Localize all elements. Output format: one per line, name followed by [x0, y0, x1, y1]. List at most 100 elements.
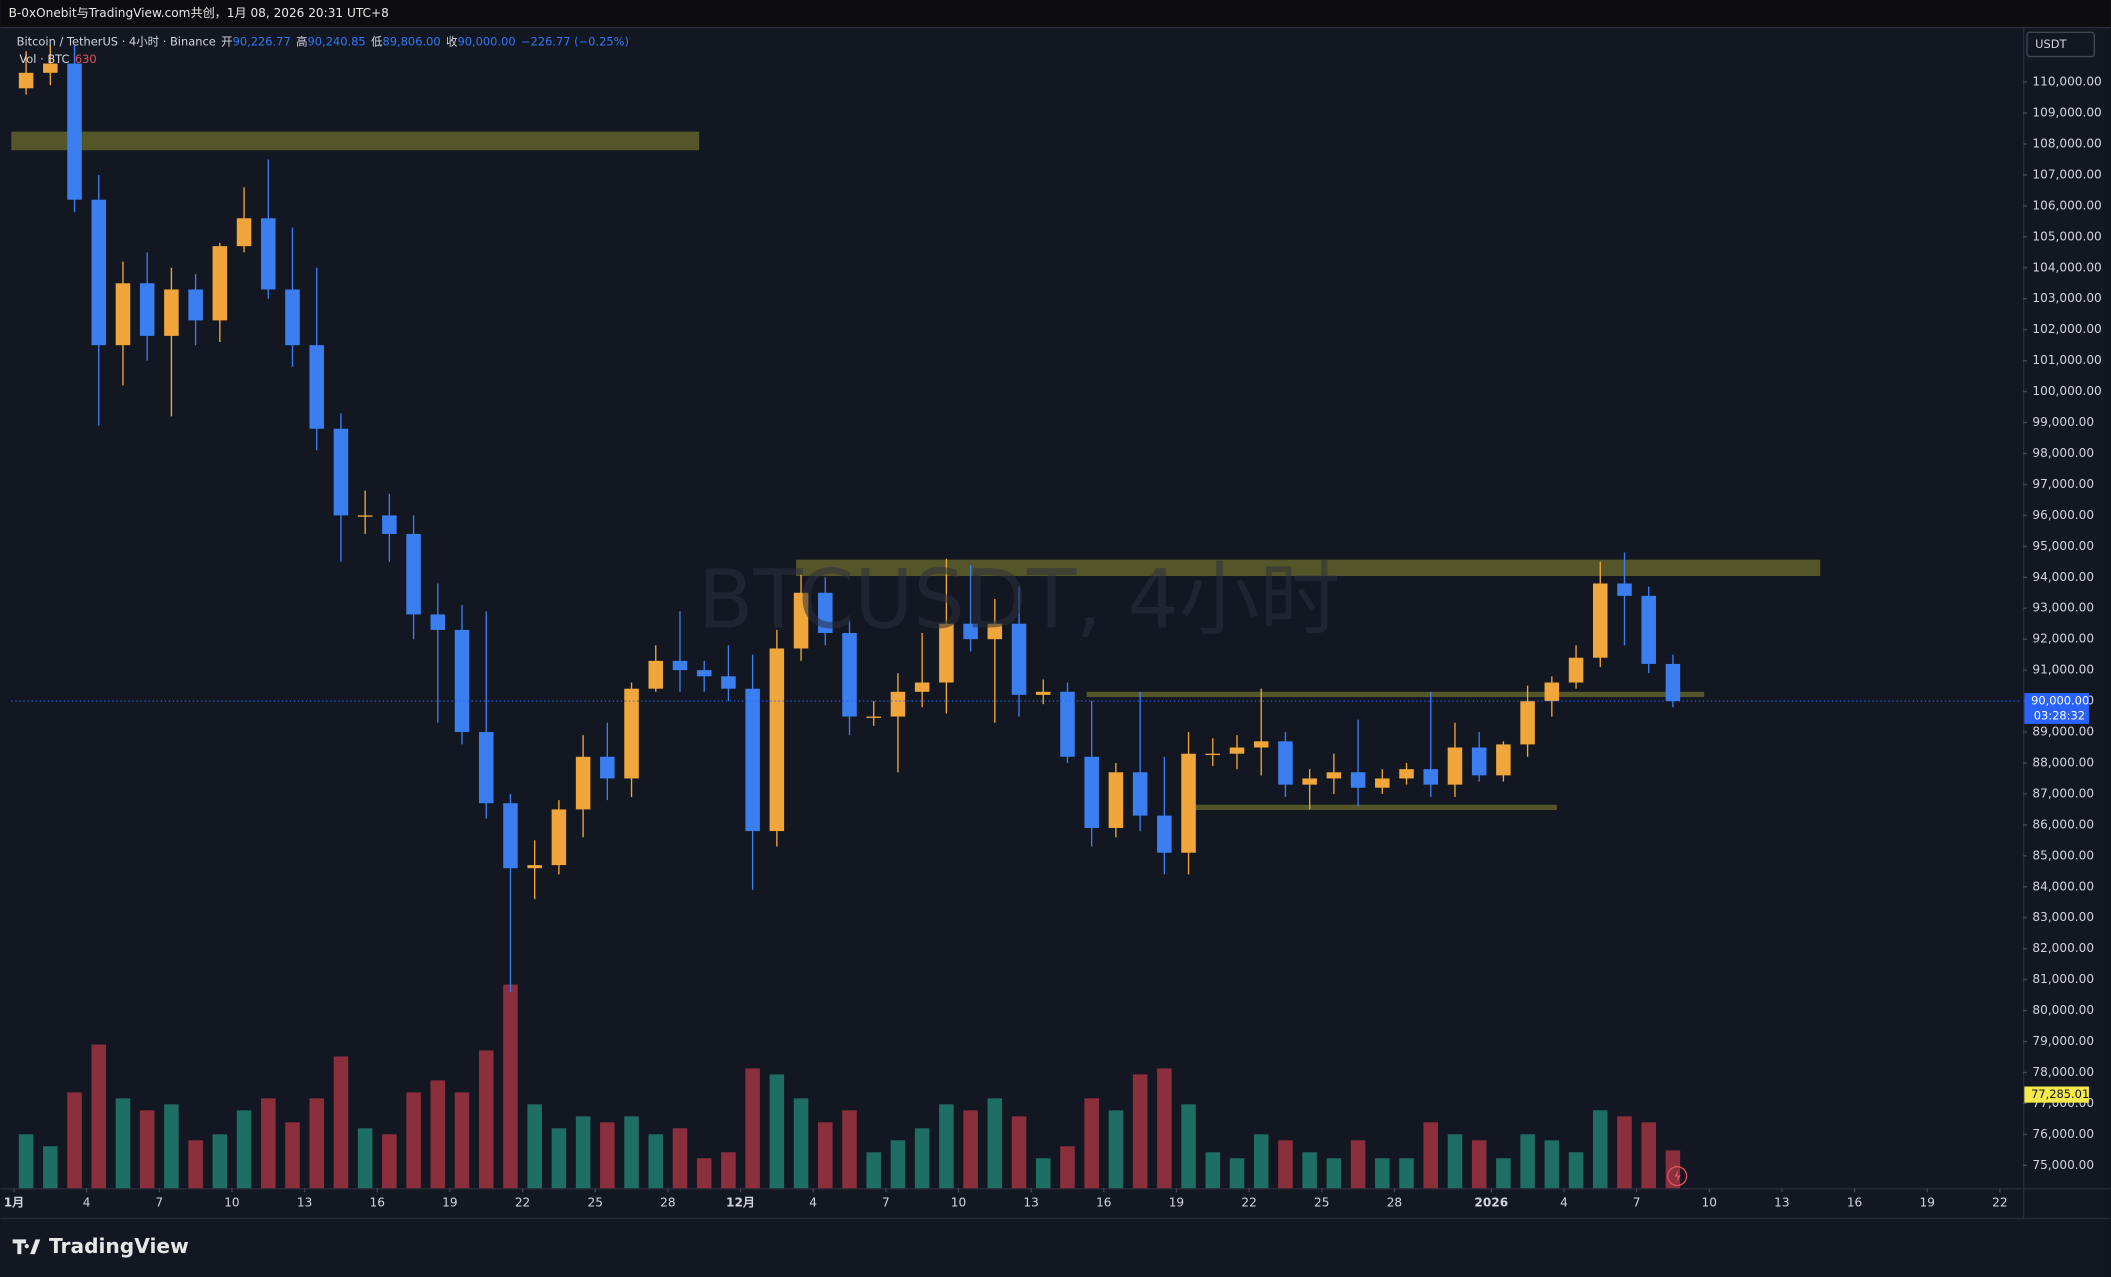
- candle-body: [1471, 747, 1487, 776]
- volume-bar: [1060, 1146, 1075, 1189]
- y-tick-label: 96,000.00: [2032, 508, 2094, 522]
- volume-bar: [91, 1044, 107, 1189]
- y-tick-label: 83,000.00: [2032, 910, 2094, 924]
- candle-body: [1665, 663, 1681, 702]
- x-tick-label: 4: [809, 1195, 817, 1209]
- candle-body: [648, 660, 664, 689]
- candle-body: [1035, 691, 1051, 695]
- axis-divider: [2023, 26, 2025, 1218]
- volume-bar: [382, 1134, 397, 1189]
- candle-body: [333, 428, 349, 516]
- volume-bar: [1302, 1152, 1317, 1189]
- axis-divider: [0, 1188, 2111, 1190]
- candle-body: [745, 688, 760, 832]
- volume-bar: [1593, 1110, 1608, 1189]
- volume-bar: [1496, 1158, 1511, 1189]
- zone: [796, 559, 1821, 577]
- candle-body: [1011, 623, 1027, 695]
- y-tick-label: 107,000.00: [2032, 167, 2101, 181]
- x-tick-label: 19: [442, 1195, 457, 1209]
- candle-body: [18, 72, 34, 89]
- volume-bar: [406, 1092, 421, 1189]
- brand: TradingView: [49, 1234, 189, 1258]
- label: 开: [221, 34, 232, 48]
- value: 90,226.77: [233, 34, 291, 48]
- legend: Bitcoin / TetherUS · 4小时 · Binance 开90,22…: [17, 34, 629, 48]
- volume-bar: [1253, 1134, 1269, 1189]
- y-tick-label: 88,000.00: [2032, 755, 2094, 769]
- candle-body: [285, 289, 300, 346]
- volume-bar: [1229, 1158, 1245, 1189]
- candle-body: [91, 199, 107, 346]
- divider: [0, 1217, 2111, 1220]
- candle-body: [575, 756, 591, 810]
- volume-bar: [1641, 1122, 1656, 1189]
- volume-bar: [1350, 1140, 1366, 1189]
- volume-bar: [818, 1122, 833, 1189]
- y-tick-label: 81,000.00: [2032, 972, 2094, 986]
- x-tick-label: 25: [588, 1195, 603, 1209]
- logo: [12, 1239, 41, 1255]
- candle-body: [818, 592, 833, 633]
- volume-bar: [1665, 1150, 1681, 1189]
- y-tick-label: 87,000.00: [2032, 786, 2094, 800]
- value: 90,000.00: [457, 34, 515, 48]
- currency[interactable]: USDT: [2035, 37, 2067, 51]
- volume-bar: [1399, 1158, 1414, 1189]
- y-tick-label: 110,000.00: [2032, 75, 2101, 89]
- y-tick-label: 91,000.00: [2032, 663, 2094, 677]
- alert-bolt[interactable]: [1674, 1169, 1681, 1183]
- volume-bar: [430, 1080, 446, 1189]
- candle-body: [963, 623, 978, 640]
- candle-body: [1641, 595, 1656, 664]
- last-price-label: 90,000.00: [2031, 694, 2089, 708]
- volume-bar: [115, 1098, 131, 1189]
- volume-bar: [1617, 1116, 1632, 1189]
- y-tick-label: 82,000.00: [2032, 941, 2094, 955]
- y-tick-label: 101,000.00: [2032, 353, 2101, 367]
- y-tick-label: 108,000.00: [2032, 136, 2101, 150]
- volume-bar: [745, 1068, 760, 1189]
- y-tick-label: 106,000.00: [2032, 198, 2101, 212]
- logo-mark: [12, 1239, 41, 1255]
- candle-body: [188, 289, 203, 321]
- label: Vol · BTC: [19, 52, 69, 66]
- volume-bar: [1278, 1140, 1293, 1189]
- volume-bar: [1326, 1158, 1342, 1189]
- candle-body: [1593, 583, 1608, 658]
- candle-body: [914, 682, 930, 692]
- volume-bar: [139, 1110, 155, 1189]
- candle-body: [406, 533, 421, 615]
- candle-body: [1060, 691, 1075, 757]
- x-tick-label: 13: [1023, 1195, 1038, 1209]
- candle-body: [696, 670, 712, 677]
- candle-body: [139, 283, 155, 336]
- candle-body: [1568, 657, 1584, 683]
- candle-body: [793, 592, 809, 649]
- candle-body: [261, 218, 276, 290]
- alert-icon[interactable]: [1667, 1165, 1688, 1187]
- candle-body: [43, 63, 58, 73]
- candle-body: [600, 756, 615, 779]
- volume-bar: [696, 1158, 712, 1189]
- value: 89,806.00: [383, 34, 441, 48]
- y-tick-label: 94,000.00: [2032, 570, 2094, 584]
- volume-bar: [1520, 1134, 1535, 1189]
- candle-body: [1205, 753, 1221, 756]
- y-tick-label: 109,000.00: [2032, 106, 2101, 120]
- volume-bar: [1108, 1110, 1124, 1189]
- currency-button[interactable]: [2026, 31, 2095, 58]
- label: 低: [371, 34, 383, 48]
- volume-bar: [1035, 1158, 1051, 1189]
- volume-bar: [963, 1110, 978, 1189]
- countdown: 03:28:32: [2034, 708, 2085, 722]
- candle-body: [212, 246, 228, 321]
- volume-bar: [454, 1092, 470, 1189]
- candle-body: [1108, 772, 1124, 828]
- volume-bar: [309, 1098, 324, 1189]
- volume-bar: [575, 1116, 591, 1189]
- x-tick-label: 19: [1919, 1195, 1934, 1209]
- header: B-0xOnebit与TradingView.com共创，1月 08, 2026…: [9, 6, 389, 20]
